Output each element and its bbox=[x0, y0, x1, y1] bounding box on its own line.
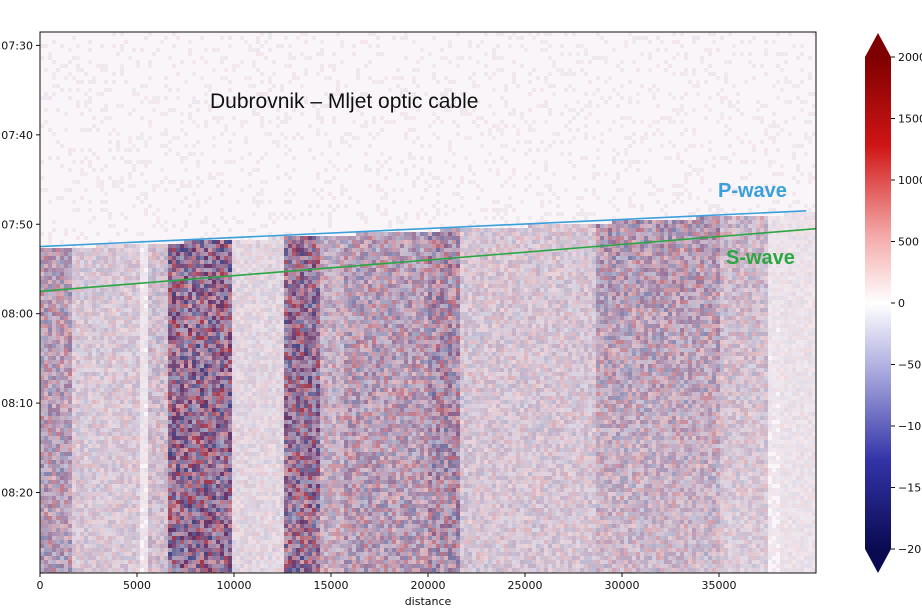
colorbar-gradient bbox=[865, 57, 891, 549]
x-tick-label: 5000 bbox=[123, 579, 151, 592]
colorbar: 2000 1500 1000 500 0 −500 −1000 −1500 −2000 bbox=[865, 33, 922, 573]
colorbar-tick-label: −1500 bbox=[898, 482, 922, 495]
x-tick-label: 25000 bbox=[508, 579, 543, 592]
colorbar-extend-bottom bbox=[865, 549, 891, 573]
p-wave-label: P-wave bbox=[718, 180, 787, 202]
heatmap-image bbox=[40, 32, 816, 573]
s-wave-label: S-wave bbox=[726, 247, 795, 269]
x-axis-label: distance bbox=[405, 595, 452, 608]
wave-lines bbox=[40, 210, 816, 293]
x-tick-label: 15000 bbox=[314, 579, 349, 592]
colorbar-tick-label: −2000 bbox=[898, 543, 922, 556]
x-tick-label: 0 bbox=[37, 579, 44, 592]
chart-title: Dubrovnik – Mljet optic cable bbox=[210, 90, 478, 113]
x-tick-label: 35000 bbox=[702, 579, 737, 592]
colorbar-tick-label: 500 bbox=[898, 236, 919, 249]
y-tick-label: :07:40 bbox=[0, 129, 33, 142]
p-wave-line bbox=[40, 210, 807, 248]
x-axis: 0 5000 10000 15000 20000 25000 30000 35000 bbox=[37, 573, 737, 592]
colorbar-tick-label: 1000 bbox=[898, 174, 922, 187]
y-tick-label: 08:20 bbox=[1, 487, 33, 500]
y-tick-label: 08:10 bbox=[1, 397, 33, 410]
y-tick-label: :07:30 bbox=[0, 39, 33, 52]
colorbar-tick-label: 1500 bbox=[898, 113, 922, 126]
colorbar-tick-label: 0 bbox=[898, 297, 905, 310]
y-axis: :07:30 :07:40 :07:50 08:00 08:10 08:20 bbox=[0, 39, 40, 500]
colorbar-extend-top bbox=[865, 33, 891, 57]
colorbar-tick-label: 2000 bbox=[898, 51, 922, 64]
x-tick-label: 20000 bbox=[411, 579, 446, 592]
x-tick-label: 30000 bbox=[605, 579, 640, 592]
s-wave-line bbox=[40, 227, 816, 293]
x-tick-label: 10000 bbox=[217, 579, 252, 592]
y-tick-label: :07:50 bbox=[0, 218, 33, 231]
colorbar-tick-label: −1000 bbox=[898, 420, 922, 433]
colorbar-tick-label: −500 bbox=[898, 359, 922, 372]
y-tick-label: 08:00 bbox=[1, 308, 33, 321]
